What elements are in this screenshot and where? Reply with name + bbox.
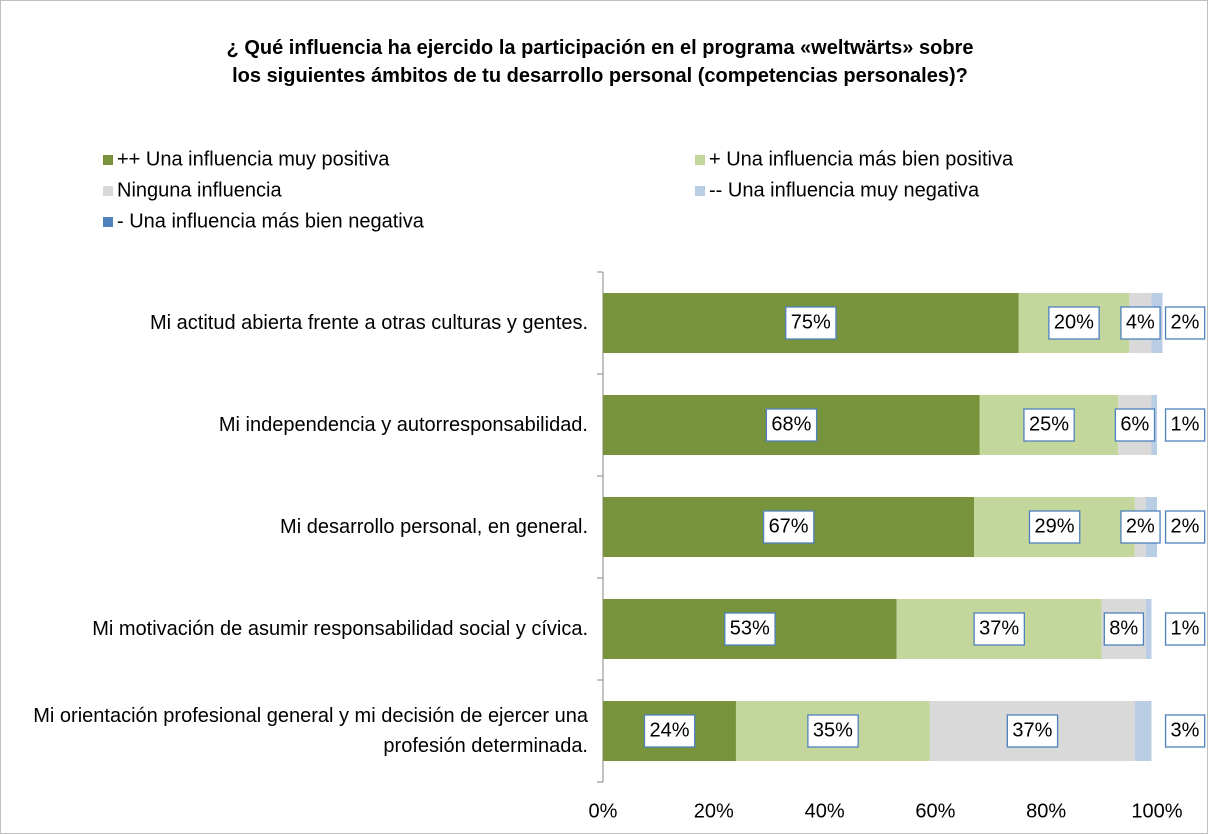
bar-segment <box>1145 599 1152 659</box>
data-label: 6% <box>1120 413 1149 435</box>
x-tick-label: 0% <box>589 800 618 822</box>
data-label: 68% <box>771 413 811 435</box>
data-label: 20% <box>1054 311 1094 333</box>
data-label-box <box>1048 306 1100 340</box>
data-label-box <box>765 408 818 442</box>
data-label: 1% <box>1171 413 1200 435</box>
legend-label: -- Una influencia muy negativa <box>709 179 980 201</box>
legend-label: Ninguna influencia <box>117 179 282 201</box>
data-label: 37% <box>979 617 1019 639</box>
data-label-box <box>1120 306 1161 340</box>
data-label: 53% <box>730 617 770 639</box>
data-label: 2% <box>1126 515 1155 537</box>
data-label: 2% <box>1171 311 1200 333</box>
data-label-box <box>1114 408 1156 442</box>
legend-swatch <box>103 155 113 165</box>
data-label: 29% <box>1034 515 1074 537</box>
data-label-box <box>1164 510 1206 544</box>
data-label-box <box>1028 510 1081 544</box>
legend-label: - Una influencia más bien negativa <box>117 210 425 232</box>
legend-label: ++ Una influencia muy positiva <box>117 148 390 170</box>
data-label: 4% <box>1126 311 1155 333</box>
data-label: 8% <box>1109 617 1138 639</box>
data-label: 24% <box>649 719 689 741</box>
data-label: 75% <box>791 311 831 333</box>
data-label: 35% <box>813 719 853 741</box>
x-tick-label: 20% <box>694 800 734 822</box>
category-label: Mi desarrollo personal, en general. <box>280 516 588 538</box>
bar-segment <box>1134 701 1152 761</box>
data-label-box <box>762 510 815 544</box>
data-label: 1% <box>1171 617 1200 639</box>
x-tick-label: 60% <box>915 800 955 822</box>
data-label-box <box>1164 714 1206 748</box>
legend-swatch <box>695 186 705 196</box>
category-label: Mi motivación de asumir responsabilidad … <box>92 618 588 640</box>
data-label-box <box>1164 408 1206 442</box>
x-tick-label: 40% <box>805 800 845 822</box>
data-label-box <box>1103 612 1145 646</box>
legend-swatch <box>103 186 113 196</box>
data-label-box <box>1023 408 1075 442</box>
data-label-box <box>724 612 776 646</box>
category-label: Mi independencia y autorresponsabilidad. <box>218 414 588 436</box>
x-tick-label: 100% <box>1131 800 1182 822</box>
category-label: Mi orientación profesional general y mi … <box>33 705 588 757</box>
x-tick-label: 80% <box>1026 800 1066 822</box>
data-label-box <box>973 612 1025 646</box>
data-label-box <box>643 714 696 748</box>
data-label: 25% <box>1029 413 1069 435</box>
data-label: 37% <box>1012 719 1052 741</box>
data-label: 3% <box>1171 719 1200 741</box>
chart-title: ¿ Qué influencia ha ejercido la particip… <box>226 37 974 87</box>
legend-swatch <box>695 155 705 165</box>
data-label-box <box>1164 306 1206 340</box>
category-label: Mi actitud abierta frente a otras cultur… <box>150 312 588 334</box>
legend-label: + Una influencia más bien positiva <box>709 148 1014 170</box>
data-label-box <box>785 306 837 340</box>
data-label-box <box>1006 714 1059 748</box>
data-label-box <box>807 714 859 748</box>
data-label-box <box>1164 612 1206 646</box>
data-label: 67% <box>769 515 809 537</box>
data-label: 2% <box>1171 515 1200 537</box>
data-label-box <box>1120 510 1161 544</box>
legend-swatch <box>103 217 113 227</box>
